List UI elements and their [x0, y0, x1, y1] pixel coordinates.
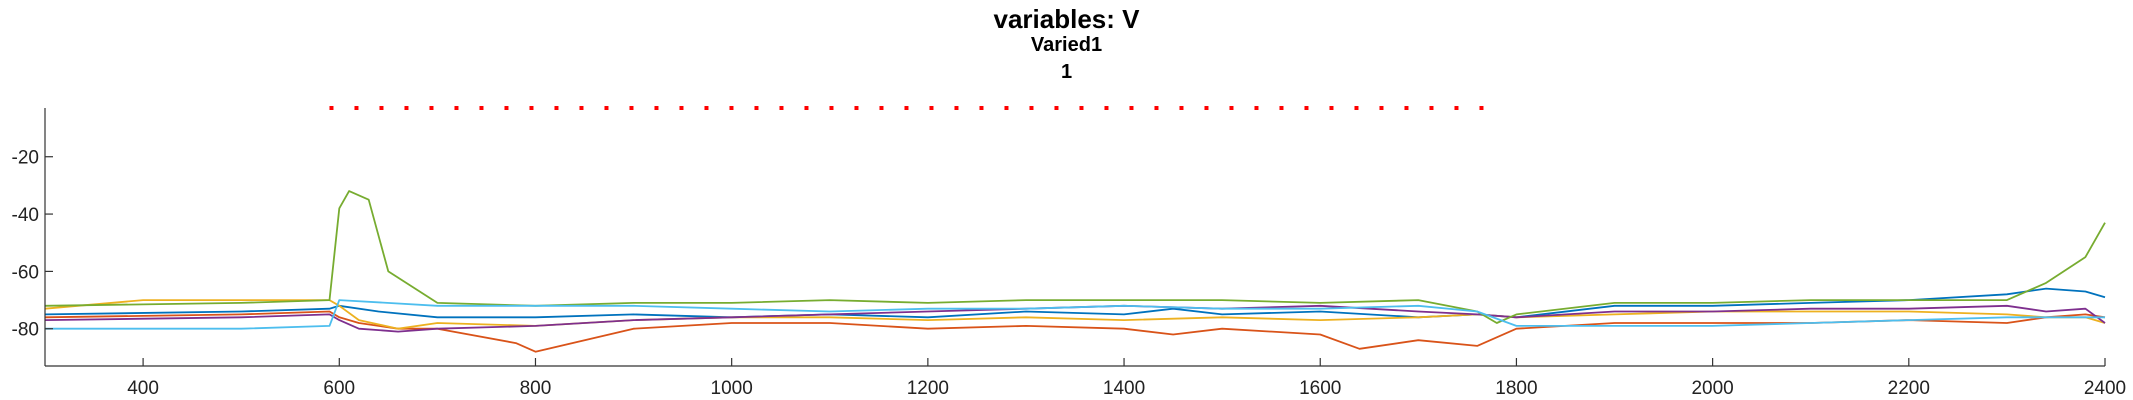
series-line-5	[44, 190, 2106, 324]
y-tick-label: -40	[12, 205, 39, 226]
series-line-3	[44, 299, 2106, 330]
x-tick-label: 2200	[1888, 378, 1930, 399]
chart-subtitle-2: 1	[1060, 61, 1073, 83]
series-line-1	[44, 287, 2106, 319]
x-tick-label: 2400	[2084, 378, 2126, 399]
series-line-6	[45, 299, 2105, 330]
x-tick-label: 1800	[1495, 378, 1537, 399]
x-tick-label: 400	[127, 378, 159, 399]
y-tick-label: -80	[12, 320, 39, 341]
y-tick-label: -60	[12, 262, 39, 283]
x-tick-label: 1000	[711, 378, 753, 399]
x-tick-label: 2000	[1691, 378, 1733, 399]
x-tick-label: 1400	[1103, 378, 1145, 399]
y-tick-label: -20	[12, 148, 39, 169]
x-tick-label: 600	[323, 378, 355, 399]
x-tick-label: 800	[520, 378, 552, 399]
chart-title: variables: V	[993, 4, 1140, 34]
x-tick-label: 1600	[1299, 378, 1341, 399]
x-tick-label: 1200	[907, 378, 949, 399]
chart-subtitle: Varied1	[1030, 34, 1103, 56]
